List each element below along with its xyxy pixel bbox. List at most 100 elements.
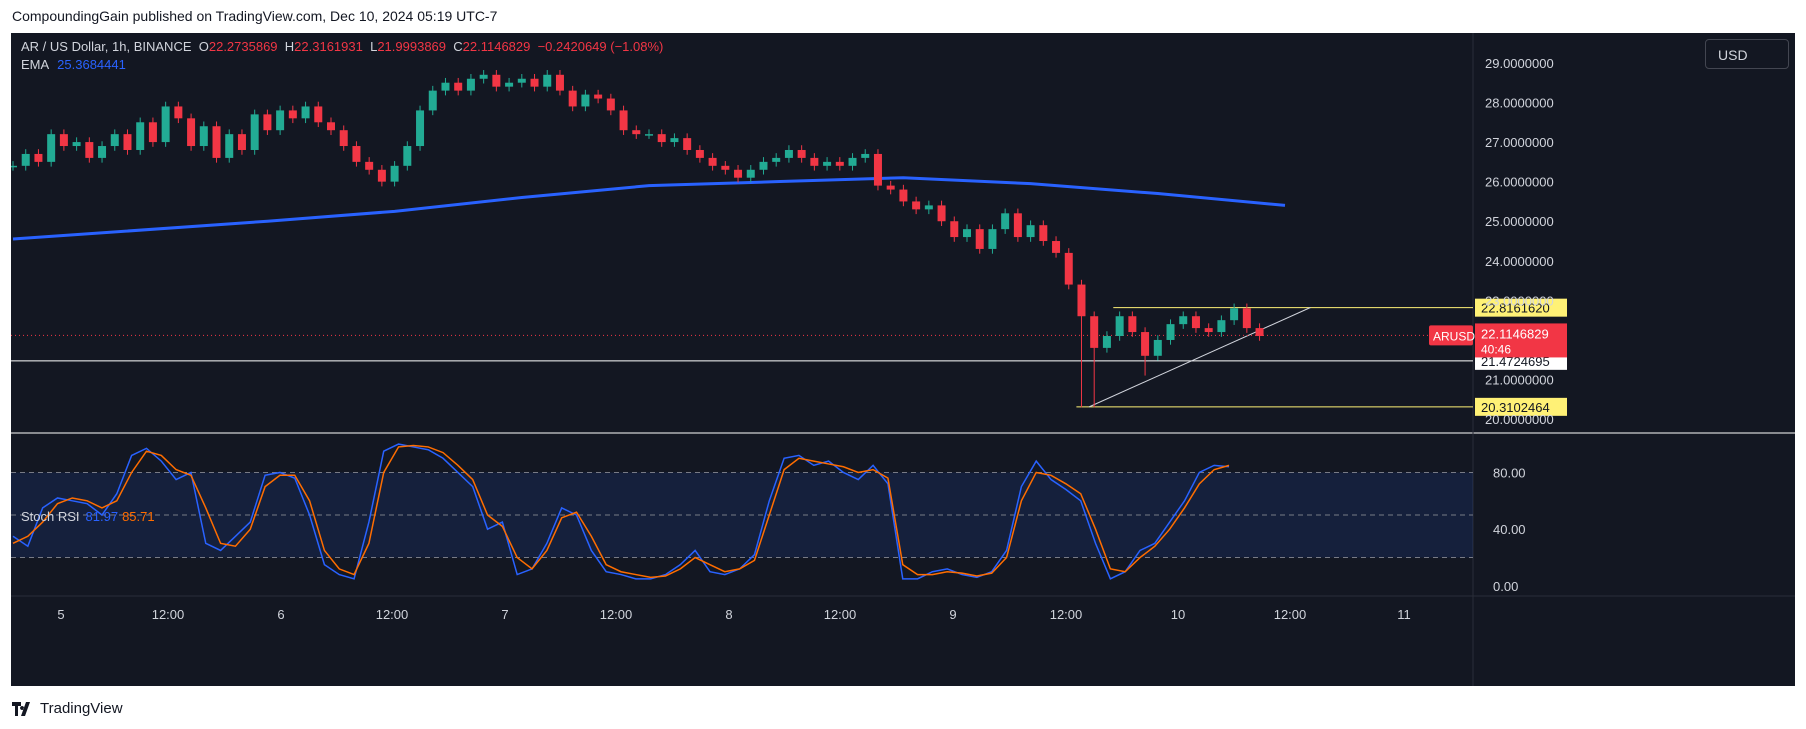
candle bbox=[924, 200, 933, 215]
candle bbox=[797, 145, 806, 163]
candle-body bbox=[441, 82, 450, 91]
candle-body bbox=[594, 94, 603, 99]
candle bbox=[1191, 311, 1200, 333]
currency-button[interactable]: USD bbox=[1705, 39, 1789, 69]
candle bbox=[416, 105, 425, 151]
candle-body bbox=[352, 146, 361, 162]
candle-body bbox=[988, 229, 997, 249]
chart-canvas[interactable]: 22.8161620 20.3102464 21.4724695 20.0000000… bbox=[11, 33, 1795, 686]
candle-body bbox=[339, 130, 348, 147]
candle-body bbox=[784, 149, 793, 158]
candle-body bbox=[1166, 324, 1175, 340]
candle bbox=[161, 101, 170, 147]
level-price-tag: 20.3102464 bbox=[1475, 397, 1567, 416]
candle-body bbox=[708, 157, 717, 166]
candle-body bbox=[873, 153, 882, 186]
candle bbox=[454, 77, 463, 96]
candle-body bbox=[848, 157, 857, 166]
candle-body bbox=[1128, 316, 1137, 333]
candle bbox=[59, 129, 68, 151]
price-pane bbox=[11, 33, 1795, 686]
candle bbox=[873, 149, 882, 191]
candle bbox=[594, 89, 603, 104]
candle bbox=[1039, 220, 1048, 246]
candle-body bbox=[161, 106, 170, 143]
candle-body bbox=[479, 74, 488, 79]
stoch-rsi-k-value: 81.97 bbox=[85, 509, 119, 524]
chart-frame[interactable]: 22.8161620 20.3102464 21.4724695 20.0000000… bbox=[11, 33, 1795, 686]
low-label: L bbox=[370, 39, 378, 54]
candle bbox=[772, 153, 781, 167]
price-tick-label: 25.0000000 bbox=[1485, 214, 1554, 229]
candle-body bbox=[123, 134, 132, 150]
candle-body bbox=[861, 153, 870, 158]
ohlc-legend: AR / US Dollar, 1h, BINANCE O22.2735869 … bbox=[21, 39, 663, 54]
candle-body bbox=[148, 122, 157, 143]
symbol-tag-text: ARUSD bbox=[1433, 329, 1475, 343]
candle-body bbox=[924, 205, 933, 210]
candle bbox=[912, 196, 921, 215]
change-value: −0.2420649 (−1.08%) bbox=[537, 39, 664, 54]
candle bbox=[1064, 248, 1073, 290]
candle bbox=[47, 129, 56, 167]
candle bbox=[199, 121, 208, 151]
candle-body bbox=[377, 169, 386, 182]
candle bbox=[517, 73, 526, 88]
candle bbox=[1077, 279, 1086, 408]
ema-value: 25.3684441 bbox=[57, 57, 126, 72]
level-tag-text: 22.8161620 bbox=[1481, 301, 1550, 316]
ema-line bbox=[12, 176, 1286, 241]
candle-body bbox=[963, 229, 971, 238]
candle bbox=[975, 224, 984, 254]
candle bbox=[174, 101, 183, 124]
open-label: O bbox=[198, 39, 209, 54]
candle bbox=[1230, 303, 1239, 325]
price-tick-label: 27.0000000 bbox=[1485, 135, 1554, 150]
candle-body bbox=[555, 74, 564, 91]
stoch-rsi-legend[interactable]: Stoch RSI 81.97 85.71 bbox=[21, 509, 155, 524]
candle bbox=[886, 180, 895, 195]
candle bbox=[339, 125, 348, 151]
candle-body bbox=[975, 229, 984, 249]
symbol-label[interactable]: AR / US Dollar, 1h, BINANCE bbox=[21, 39, 192, 54]
candle bbox=[110, 129, 119, 151]
candle-body bbox=[187, 118, 196, 147]
candle bbox=[21, 149, 30, 171]
candle bbox=[11, 161, 17, 171]
price-tag-bg bbox=[1475, 323, 1567, 358]
candle-body bbox=[11, 165, 17, 168]
candle-body bbox=[1255, 328, 1264, 337]
candle-body bbox=[581, 94, 590, 107]
candle bbox=[683, 133, 692, 155]
time-tick-label: 12:00 bbox=[152, 607, 185, 622]
time-tick-label: 12:00 bbox=[1274, 607, 1307, 622]
candle bbox=[657, 129, 666, 147]
candle-body bbox=[1242, 308, 1251, 329]
candle bbox=[746, 165, 755, 183]
candle-body bbox=[237, 134, 246, 150]
price-tick-label: 26.0000000 bbox=[1485, 175, 1554, 190]
candle bbox=[937, 200, 946, 226]
candle-body bbox=[772, 157, 781, 162]
candle bbox=[479, 70, 488, 84]
time-tick-label: 12:00 bbox=[824, 607, 857, 622]
price-tick-label: 20.0000000 bbox=[1485, 412, 1554, 427]
tradingview-logo-icon bbox=[12, 701, 34, 716]
candle bbox=[645, 129, 653, 139]
candle bbox=[619, 105, 628, 135]
candle bbox=[314, 101, 323, 128]
candle bbox=[492, 70, 501, 92]
candle bbox=[1128, 311, 1137, 337]
candle-body bbox=[1191, 316, 1200, 329]
stoch-tick-label: 0.00 bbox=[1493, 579, 1518, 594]
candle-body bbox=[492, 74, 501, 87]
candle bbox=[276, 105, 285, 135]
ema-legend[interactable]: EMA 25.3684441 bbox=[21, 57, 126, 72]
candle-body bbox=[1179, 316, 1188, 325]
candle-body bbox=[505, 82, 514, 87]
candle bbox=[1001, 208, 1010, 234]
candle bbox=[759, 157, 768, 175]
candle bbox=[695, 145, 704, 163]
stoch-k-line bbox=[12, 443, 1230, 580]
candle bbox=[403, 141, 412, 171]
